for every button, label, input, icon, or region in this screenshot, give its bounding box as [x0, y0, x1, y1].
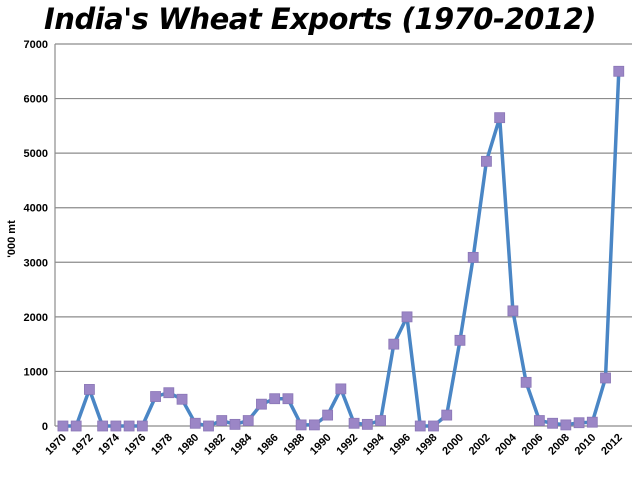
data-point [189, 417, 201, 429]
data-point [176, 393, 188, 405]
y-tick-label: 1000 [24, 366, 48, 378]
y-tick-labels: 0 1000 2000 3000 4000 5000 6000 7000 [24, 39, 48, 433]
data-point [203, 420, 214, 432]
x-tick-label: 1974 [96, 431, 122, 457]
data-point [136, 420, 148, 432]
y-axis-title: '000 mt [6, 220, 18, 258]
x-tick-label: 1996 [387, 432, 413, 458]
x-tick-label: 1994 [361, 431, 387, 457]
series-line [61, 69, 621, 428]
x-tick-label: 1990 [308, 432, 334, 458]
data-point [163, 387, 175, 399]
x-tick-label: 1978 [149, 432, 175, 458]
axes [54, 44, 632, 427]
data-point [361, 418, 373, 430]
data-point [401, 311, 413, 323]
data-point [428, 420, 439, 432]
y-tick-label: 3000 [24, 257, 48, 269]
x-tick-labels: 1970 1972 1974 1976 1978 1980 1982 1984 1986 1988… [43, 431, 625, 457]
data-point [110, 420, 122, 432]
data-point [269, 393, 281, 405]
x-tick-label: 2002 [467, 432, 493, 458]
data-point [573, 417, 585, 429]
data-point [308, 419, 320, 431]
data-point [375, 415, 386, 426]
data-point [282, 393, 294, 405]
y-tick-label: 2000 [24, 312, 48, 324]
data-point [560, 419, 572, 431]
data-point [520, 376, 532, 388]
data-point [123, 420, 135, 432]
x-tick-label: 1992 [334, 432, 360, 458]
data-point [600, 372, 611, 384]
x-tick-label: 2010 [573, 432, 599, 458]
data-point [494, 112, 506, 124]
data-point [242, 415, 254, 426]
gridlines [55, 43, 632, 373]
data-point [467, 251, 479, 263]
data-point [97, 420, 109, 432]
x-tick-label: 2012 [599, 432, 625, 458]
data-point [84, 384, 95, 395]
data-point [414, 420, 426, 432]
x-tick-label: 1970 [43, 432, 69, 458]
y-tick-label: 7000 [24, 39, 48, 51]
x-tick-label: 1998 [414, 432, 440, 458]
data-point [507, 305, 519, 317]
data-point [57, 420, 69, 432]
x-tick-label: 1972 [70, 432, 96, 458]
y-tick-label: 4000 [24, 203, 48, 215]
data-point [481, 155, 492, 167]
y-tick-label: 5000 [24, 148, 48, 160]
x-tick-label: 1986 [255, 432, 281, 458]
data-markers [57, 65, 625, 432]
data-point [150, 391, 161, 402]
data-point [586, 416, 598, 428]
x-tick-label: 1982 [202, 432, 228, 458]
data-point [322, 409, 334, 421]
data-point [335, 383, 347, 395]
x-tick-label: 2000 [440, 432, 466, 458]
x-tick-label: 2008 [546, 432, 572, 458]
data-point [547, 417, 558, 429]
data-point [388, 338, 400, 350]
data-point [229, 418, 241, 430]
x-tick-label: 1976 [123, 432, 149, 458]
data-point [348, 417, 360, 429]
y-tick-label: 6000 [24, 94, 48, 106]
data-point [216, 415, 228, 426]
data-point [441, 409, 453, 421]
data-point [613, 65, 625, 77]
data-point [454, 334, 466, 346]
x-tick-label: 2004 [493, 431, 519, 457]
x-tick-label: 2006 [520, 432, 546, 458]
data-point [295, 419, 307, 431]
x-tick-label: 1980 [176, 432, 202, 458]
data-series [61, 69, 621, 428]
data-point [70, 420, 82, 432]
data-point [256, 398, 267, 410]
x-tick-label: 1984 [229, 431, 255, 457]
y-tick-label: 0 [42, 421, 48, 433]
x-tick-label: 1988 [281, 432, 307, 458]
chart-title: India's Wheat Exports (1970-2012) [44, 2, 596, 36]
data-point [533, 415, 545, 426]
